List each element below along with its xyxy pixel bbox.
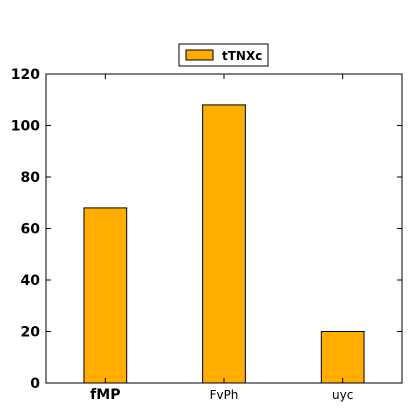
y-tick-label: 120 <box>11 67 40 83</box>
x-tick-label: FvPh <box>210 388 239 402</box>
y-tick-label: 40 <box>21 273 41 289</box>
y-tick-label: 100 <box>11 119 40 135</box>
legend: tTNXc <box>178 43 269 67</box>
y-tick-label: 60 <box>21 222 41 238</box>
y-axis: 0 20 40 60 80 100 120 <box>11 67 402 392</box>
y-tick-label: 20 <box>21 325 41 341</box>
legend-label: tTNXc <box>222 49 262 63</box>
bars-group <box>83 104 365 384</box>
bar-fmp <box>83 207 128 384</box>
x-axis: fMP FvPh uyc <box>90 74 353 403</box>
y-tick-label: 80 <box>21 170 41 186</box>
legend-swatch <box>185 49 214 61</box>
bar-uyc <box>320 331 365 384</box>
y-tick-label: 0 <box>30 376 40 392</box>
x-tick-label: uyc <box>332 388 353 402</box>
x-tick-label: fMP <box>90 387 120 403</box>
bar-fvph <box>202 104 246 384</box>
